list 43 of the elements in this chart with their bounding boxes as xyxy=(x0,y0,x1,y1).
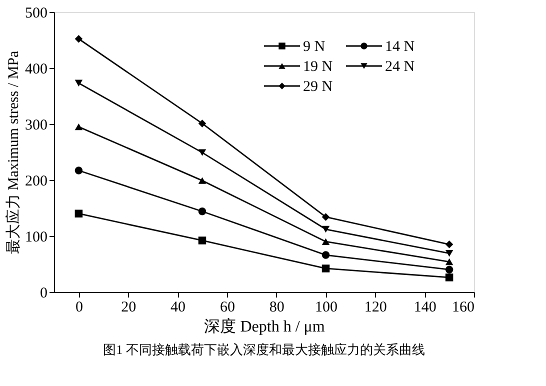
y-tick-label: 300 xyxy=(25,118,48,134)
legend-label: 24 N xyxy=(385,59,415,75)
x-tick-label: 100 xyxy=(315,300,338,316)
x-tick-label: 40 xyxy=(170,300,186,316)
point xyxy=(445,250,454,257)
point xyxy=(74,210,83,218)
point xyxy=(322,238,330,245)
legend-label: 14 N xyxy=(385,39,415,55)
point xyxy=(198,120,206,128)
point xyxy=(322,226,330,233)
x-tick-label: 120 xyxy=(364,300,387,316)
point xyxy=(74,35,83,43)
point xyxy=(74,166,83,174)
legend-label: 9 N xyxy=(303,39,326,55)
point xyxy=(198,149,206,156)
y-tick-label: 500 xyxy=(25,6,48,22)
y-tick-label: 100 xyxy=(25,230,48,246)
x-tick-label: 20 xyxy=(121,300,136,316)
point xyxy=(322,213,330,221)
point xyxy=(198,207,206,216)
point xyxy=(74,123,83,130)
x-tick-label: 80 xyxy=(269,300,284,316)
point xyxy=(322,264,330,272)
point xyxy=(198,177,206,184)
x-tick-label: 60 xyxy=(220,300,235,316)
x-tick-label: 160 xyxy=(452,300,474,316)
x-tick-label: 0 xyxy=(75,300,83,316)
point xyxy=(322,251,330,259)
y-axis-title: 最大应力 Maximum stress / MPa xyxy=(5,50,22,254)
point xyxy=(445,274,454,282)
point xyxy=(445,258,454,266)
y-tick-label: 200 xyxy=(25,174,48,190)
caption: 图1 不同接触载荷下嵌入深度和最大接触应力的关系曲线 xyxy=(103,342,425,357)
x-tick-label: 140 xyxy=(414,300,436,316)
legend-label: 19 N xyxy=(303,59,333,75)
y-tick-label: 400 xyxy=(25,62,48,78)
point xyxy=(74,80,83,86)
point xyxy=(445,240,454,248)
y-tick-label: 0 xyxy=(40,286,48,302)
x-axis-title: 深度 Depth h / μm xyxy=(204,318,326,336)
point xyxy=(198,236,206,244)
legend-label: 29 N xyxy=(303,79,333,95)
point xyxy=(445,266,454,274)
